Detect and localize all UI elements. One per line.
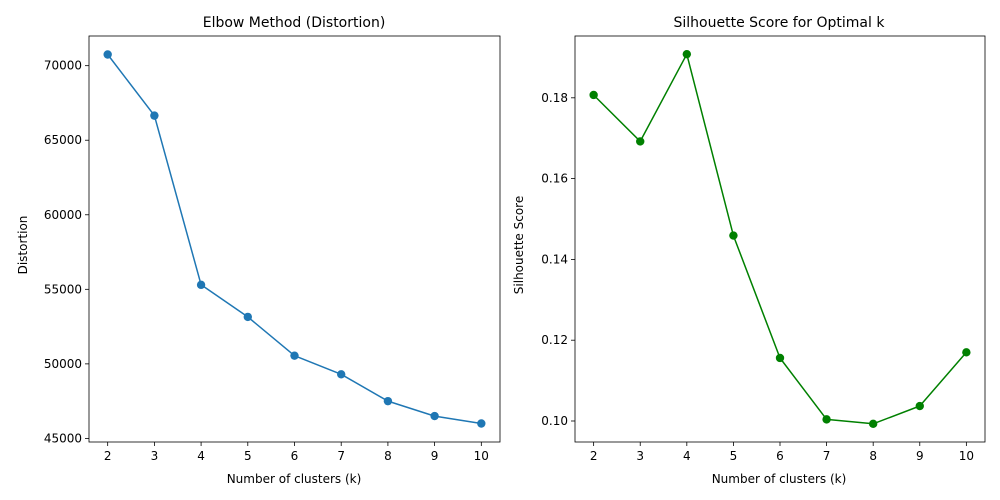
- x-tick-label: 5: [730, 449, 738, 463]
- x-tick-label: 4: [197, 449, 205, 463]
- data-point: [589, 90, 598, 100]
- chart-title: Silhouette Score for Optimal k: [674, 15, 886, 31]
- data-point: [915, 401, 924, 411]
- x-axis-label: Number of clusters (k): [227, 472, 362, 486]
- x-tick-label: 5: [244, 449, 252, 463]
- data-point: [729, 231, 738, 240]
- data-point: [477, 419, 486, 428]
- x-tick-label: 3: [636, 449, 644, 463]
- x-tick-label: 7: [337, 449, 345, 463]
- x-tick-label: 2: [590, 449, 598, 463]
- y-tick-label: 0.14: [541, 252, 568, 266]
- plot-frame: [88, 35, 501, 443]
- x-tick-label: 10: [959, 449, 974, 463]
- y-tick-label: 55000: [44, 282, 82, 296]
- x-tick-label: 9: [431, 449, 439, 463]
- data-point: [196, 280, 206, 290]
- x-tick-label: 6: [291, 449, 299, 463]
- data-point: [775, 353, 785, 363]
- data-point: [682, 49, 692, 59]
- y-tick-label: 60000: [44, 208, 82, 222]
- data-point: [636, 137, 645, 146]
- data-point: [962, 348, 971, 357]
- data-point: [243, 312, 252, 322]
- y-tick-label: 65000: [44, 133, 82, 147]
- data-point: [822, 415, 831, 424]
- data-point: [337, 370, 346, 379]
- data-point: [383, 396, 393, 406]
- series-line: [593, 53, 967, 425]
- y-tick-label: 0.18: [541, 91, 568, 105]
- data-point: [150, 111, 159, 120]
- x-tick-label: 4: [683, 449, 691, 463]
- y-tick-label: 0.12: [541, 333, 568, 347]
- chart-title: Elbow Method (Distortion): [203, 15, 386, 31]
- x-tick-label: 10: [474, 449, 489, 463]
- y-tick-label: 0.10: [541, 414, 568, 428]
- x-tick-label: 3: [151, 449, 159, 463]
- x-tick-label: 8: [869, 449, 877, 463]
- x-tick-label: 7: [823, 449, 831, 463]
- series-line: [107, 54, 482, 425]
- data-point: [103, 50, 112, 59]
- elbow-chart: Elbow Method (Distortion) Number of clus…: [16, 15, 501, 486]
- silhouette-chart: Silhouette Score for Optimal k Number of…: [512, 15, 986, 486]
- y-tick-label: 50000: [44, 357, 82, 371]
- plot-frame: [574, 35, 986, 443]
- y-axis-label: Distortion: [16, 216, 30, 275]
- x-tick-label: 9: [916, 449, 924, 463]
- x-tick-label: 2: [104, 449, 112, 463]
- y-tick-label: 0.16: [541, 172, 568, 186]
- y-axis-label: Silhouette Score: [512, 196, 526, 294]
- x-tick-label: 8: [384, 449, 392, 463]
- data-point: [290, 351, 299, 360]
- data-point: [868, 419, 878, 429]
- x-axis-label: Number of clusters (k): [712, 472, 847, 486]
- y-tick-label: 70000: [44, 59, 82, 73]
- data-point: [430, 411, 439, 421]
- y-tick-label: 45000: [44, 431, 82, 445]
- x-tick-label: 6: [776, 449, 784, 463]
